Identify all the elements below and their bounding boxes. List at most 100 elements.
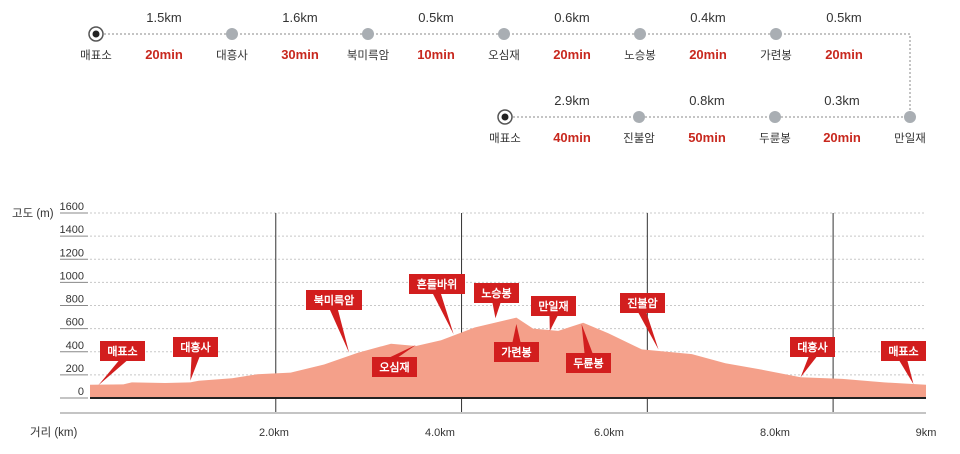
y-tick-label: 1000: [60, 270, 84, 282]
segment-time: 30min: [281, 47, 319, 62]
segment-distance: 0.5km: [418, 10, 453, 25]
stop-marker: [769, 111, 781, 123]
stop-label: 오심재: [488, 49, 520, 62]
stop-marker: [362, 28, 374, 40]
peak-pointer: [800, 357, 817, 378]
peak-label: 대흥사: [173, 337, 218, 381]
start-marker-dot: [92, 30, 100, 38]
peak-pointer: [581, 324, 593, 353]
segment-distance: 0.4km: [690, 10, 725, 25]
peak-label: 진불암: [620, 293, 665, 350]
segment-distance: 2.9km: [554, 93, 589, 108]
peak-box: [566, 353, 611, 373]
peak-name: 매표소: [107, 344, 137, 358]
y-tick-label: 1200: [60, 247, 84, 259]
stop-marker: [498, 28, 510, 40]
peak-label: 만일재: [531, 296, 576, 331]
stop-label: 만일재: [894, 131, 926, 145]
peak-pointer: [638, 313, 659, 350]
stop-marker: [634, 28, 646, 40]
x-tick-label: 8.0km: [760, 427, 790, 439]
peak-label: 두륜봉: [566, 324, 611, 373]
peak-pointer: [390, 344, 417, 357]
segment-distance: 0.5km: [826, 10, 861, 25]
peak-name: 가련봉: [501, 345, 531, 359]
x-tick-label: 6.0km: [594, 427, 624, 439]
peak-name: 북미륵암: [314, 293, 354, 307]
stop-label: 매표소: [489, 132, 521, 145]
y-axis-label: 고도 (m): [12, 208, 54, 220]
peak-name: 진불암: [627, 296, 657, 310]
stop-label: 가련봉: [760, 49, 792, 62]
segment-time: 10min: [417, 47, 455, 62]
start-marker-dot: [501, 113, 509, 121]
peak-label: 매표소: [881, 341, 926, 385]
peak-name: 노승봉: [481, 287, 511, 300]
peak-pointer: [98, 361, 127, 386]
peak-name: 오심재: [379, 360, 409, 374]
peak-box: [173, 337, 218, 357]
segment-time: 50min: [688, 130, 726, 145]
y-tick-label: 0: [78, 386, 84, 398]
peak-label: 북미륵암: [306, 290, 362, 353]
peak-pointer: [549, 316, 558, 331]
peak-label: 매표소: [98, 341, 145, 386]
segment-distance: 0.6km: [554, 10, 589, 25]
segment-time: 20min: [689, 47, 727, 62]
peak-pointer: [190, 357, 200, 381]
route-map: 매표소 대흥사 북미륵암 오심재 노승봉 가련봉 1.5km 20min 1.6km 30min 0…: [80, 10, 926, 145]
elevation-profile-chart: 0 200 400 600 800 1000 1200 1400 1600 고도 (m) 거리 (k…: [12, 201, 936, 439]
y-tick-label: 400: [66, 340, 84, 352]
segment-time: 20min: [553, 47, 591, 62]
peak-name: 대흥사: [180, 340, 211, 354]
segment-time: 20min: [145, 47, 183, 62]
peak-box: [620, 293, 665, 313]
peak-pointer: [512, 324, 521, 342]
segment-distance: 0.8km: [689, 93, 724, 108]
peak-box: [372, 357, 417, 377]
x-axis-label: 거리 (km): [30, 426, 78, 439]
peak-box: [531, 296, 576, 316]
peak-box: [409, 274, 465, 294]
peak-name: 대흥사: [797, 340, 828, 354]
peak-pointer: [899, 361, 914, 385]
stop-marker: [904, 111, 916, 123]
x-tick-label: 4.0km: [425, 427, 455, 439]
peak-box: [306, 290, 362, 310]
peak-name: 두륜봉: [573, 357, 603, 370]
x-tick-label: 2.0km: [259, 427, 289, 439]
segment-distance: 1.5km: [146, 10, 181, 25]
peak-label: 오심재: [372, 344, 417, 377]
peak-name: 만일재: [538, 299, 568, 313]
stop-label: 진불암: [623, 132, 655, 145]
peak-label: 가련봉: [494, 324, 539, 362]
peak-name: 흔들바위: [417, 277, 457, 291]
y-tick-label: 600: [66, 317, 84, 329]
x-tick-label: 9km: [916, 427, 937, 439]
y-tick-label: 1400: [60, 224, 84, 236]
stop-label: 북미륵암: [347, 49, 390, 62]
stop-label: 대흥사: [216, 48, 248, 62]
y-tick-label: 200: [66, 363, 84, 375]
segment-time: 20min: [825, 47, 863, 62]
stop-marker: [633, 111, 645, 123]
peak-pointer: [433, 294, 454, 335]
stop-marker: [226, 28, 238, 40]
peak-box: [881, 341, 926, 361]
y-tick-label: 1600: [60, 201, 84, 213]
stop-label: 두륜봉: [759, 132, 791, 145]
segment-time: 40min: [553, 130, 591, 145]
peak-box: [790, 337, 835, 357]
segment-distance: 0.3km: [824, 93, 859, 108]
peak-label: 흔들바위: [409, 274, 465, 335]
peak-name: 매표소: [888, 344, 918, 358]
peak-label: 노승봉: [474, 283, 519, 319]
peak-label: 대흥사: [790, 337, 835, 378]
route-dotted-line: [96, 33, 911, 118]
peak-box: [494, 342, 539, 362]
stop-marker: [770, 28, 782, 40]
segment-distance: 1.6km: [282, 10, 317, 25]
peak-pointer: [330, 310, 350, 353]
